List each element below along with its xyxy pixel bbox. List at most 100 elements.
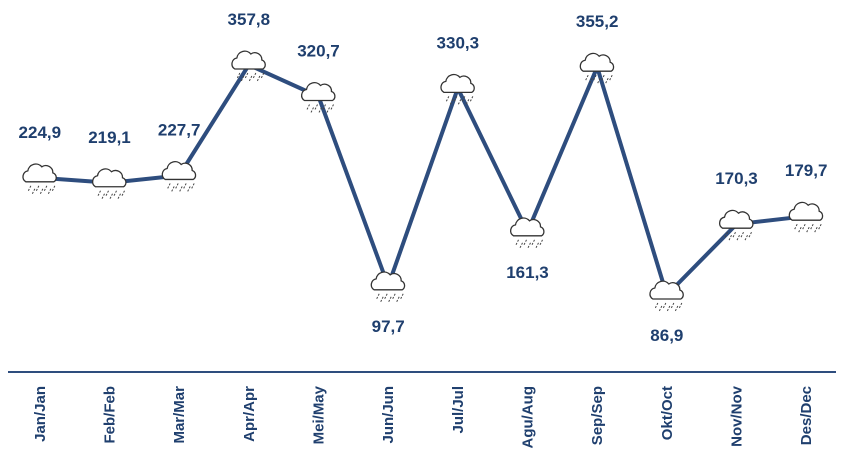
rain-drop (39, 188, 44, 196)
x-tick-label: Mar/Mar (171, 386, 188, 444)
rain-icon (161, 161, 197, 193)
rain-drop (592, 74, 597, 82)
data-label: 170,3 (715, 169, 758, 188)
rain-drop (27, 185, 32, 193)
rain-drop (113, 190, 117, 197)
rain-drop (469, 96, 474, 103)
rain-drop (744, 234, 748, 242)
rain-drop (330, 104, 334, 111)
cloud (788, 201, 824, 221)
x-tick-label: Des/Dec (798, 386, 815, 445)
rain-drop (465, 99, 470, 106)
rain-drop (670, 302, 675, 310)
cloud (370, 271, 406, 291)
rain-drop (732, 231, 736, 239)
rain-drop (170, 186, 175, 193)
rain-drop (539, 239, 543, 247)
x-tick-label: Mei/May (311, 385, 328, 444)
rain-drop (461, 96, 466, 103)
cloud (301, 82, 336, 102)
cloud (649, 280, 684, 300)
data-label: 330,3 (437, 33, 480, 52)
cloud (510, 217, 545, 237)
rain-drop (310, 107, 314, 114)
x-tick-label: Apr/Apr (241, 386, 258, 442)
data-label: 227,7 (158, 120, 201, 139)
rain-drop (748, 231, 752, 239)
rain-drop (445, 96, 450, 103)
rain-drop (523, 239, 527, 247)
rain-drop (662, 302, 667, 310)
rain-drop (248, 75, 253, 83)
rain-drop (596, 77, 601, 85)
x-tick-label: Feb/Feb (102, 386, 119, 444)
rain-icon (788, 201, 824, 234)
rain-drop (457, 99, 462, 106)
rain-icon (440, 73, 475, 106)
x-tick-label: Sep/Sep (589, 386, 606, 445)
rain-drop (666, 305, 671, 313)
rain-icon (510, 217, 545, 250)
x-tick-label: Jun/Jun (380, 386, 397, 444)
rain-drop (793, 223, 798, 231)
rain-drop (322, 104, 326, 111)
data-label: 97,7 (372, 317, 405, 336)
rain-drop (588, 77, 593, 85)
rain-drop (519, 242, 523, 250)
rain-drop (395, 296, 400, 304)
cloud (719, 209, 754, 229)
cloud (92, 168, 127, 188)
rain-drop (236, 72, 241, 80)
rain-drop (190, 183, 195, 190)
rain-icon (719, 209, 754, 242)
rain-drop (117, 193, 121, 200)
rain-drop (724, 231, 728, 239)
x-tick-label: Jul/Jul (450, 386, 467, 434)
data-label: 86,9 (650, 326, 683, 345)
cloud (22, 163, 57, 183)
rain-drop (174, 183, 179, 190)
rain-drop (391, 293, 396, 301)
rain-drop (600, 74, 605, 82)
rain-icon (301, 82, 336, 114)
rain-drop (449, 99, 454, 106)
rain-drop (658, 305, 663, 313)
rain-drop (604, 77, 609, 85)
data-label: 355,2 (576, 12, 619, 31)
rain-icon (231, 50, 266, 83)
line (39, 63, 807, 297)
rain-icon (579, 52, 615, 85)
data-label: 357,8 (228, 10, 271, 29)
rain-drop (101, 193, 105, 200)
rain-drop (35, 185, 40, 193)
rain-drop (97, 190, 101, 197)
x-tick-label: Jan/Jan (32, 386, 49, 442)
rain-drop (31, 188, 36, 196)
rain-icon (370, 271, 406, 304)
rain-drop (584, 74, 589, 82)
data-label: 224,9 (19, 123, 62, 142)
rain-drop (314, 104, 318, 111)
rain-drop (47, 188, 52, 196)
rain-drop (182, 183, 187, 190)
rain-drop (318, 107, 322, 114)
x-tick-label: Agu/Aug (520, 386, 537, 448)
rain-drop (736, 234, 740, 242)
cloud (440, 73, 475, 93)
rain-drop (109, 193, 113, 200)
rain-icon (92, 168, 127, 200)
rain-drop (256, 75, 261, 83)
rain-drop (105, 190, 109, 197)
data-label: 179,7 (785, 161, 828, 180)
rain-drop (240, 75, 245, 83)
rain-icon (649, 280, 684, 313)
rain-drop (535, 242, 539, 250)
data-label: 161,3 (506, 263, 549, 282)
rain-drop (728, 234, 732, 242)
rain-icon (22, 163, 57, 196)
rain-drop (801, 223, 806, 231)
rain-drop (375, 293, 380, 301)
rain-drop (383, 293, 388, 301)
rain-drop (453, 96, 458, 103)
